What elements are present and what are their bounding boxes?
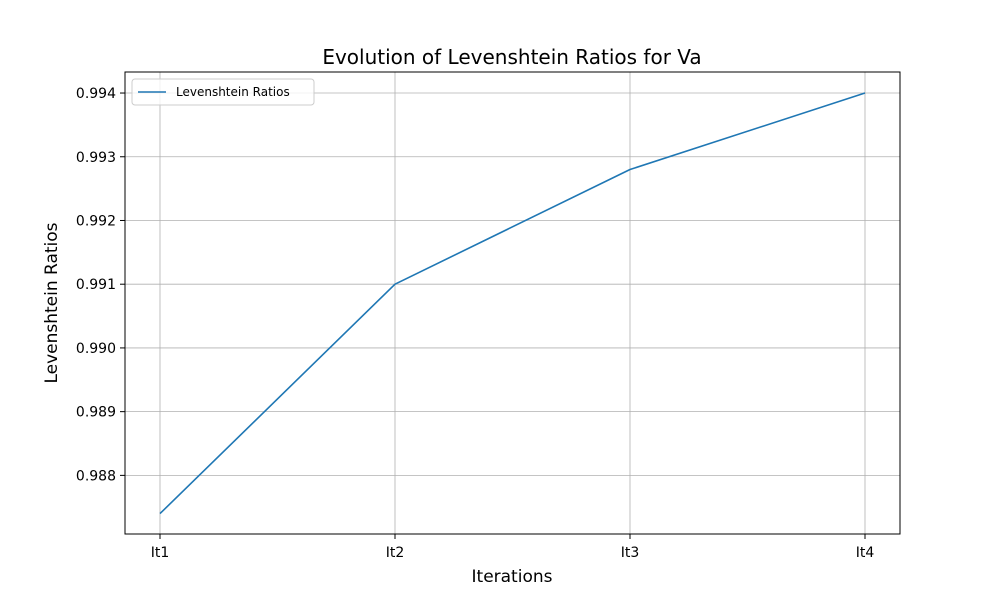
- series-line: [159, 92, 866, 515]
- grid: [125, 72, 900, 534]
- ticks: It1 It2 It3 It4 0.988 0.989 0.990 0.991 0.992 0.9…: [76, 86, 874, 561]
- x-tick-label: It2: [386, 545, 405, 561]
- plot-frame: [124, 71, 901, 535]
- chart-title: Evolution of Levenshtein Ratios for Va: [322, 45, 701, 69]
- y-axis-label: Levenshtein Ratios: [42, 222, 62, 383]
- legend-label: Levenshtein Ratios: [176, 85, 290, 99]
- y-tick-label: 0.992: [76, 213, 116, 229]
- y-tick-label: 0.989: [76, 405, 116, 421]
- x-tick-label: It4: [856, 545, 875, 561]
- y-tick-label: 0.994: [76, 86, 116, 102]
- x-axis-label: Iterations: [472, 567, 553, 587]
- x-tick-label: It3: [621, 545, 640, 561]
- legend-box: [131, 78, 315, 106]
- series-layer: [159, 92, 866, 515]
- y-tick-label: 0.993: [76, 150, 116, 166]
- y-tick-label: 0.988: [76, 468, 116, 484]
- y-tick-label: 0.991: [76, 277, 116, 293]
- x-tick-label: It1: [151, 545, 170, 561]
- y-tick-label: 0.990: [76, 341, 116, 357]
- legend: Levenshtein Ratios: [131, 78, 315, 106]
